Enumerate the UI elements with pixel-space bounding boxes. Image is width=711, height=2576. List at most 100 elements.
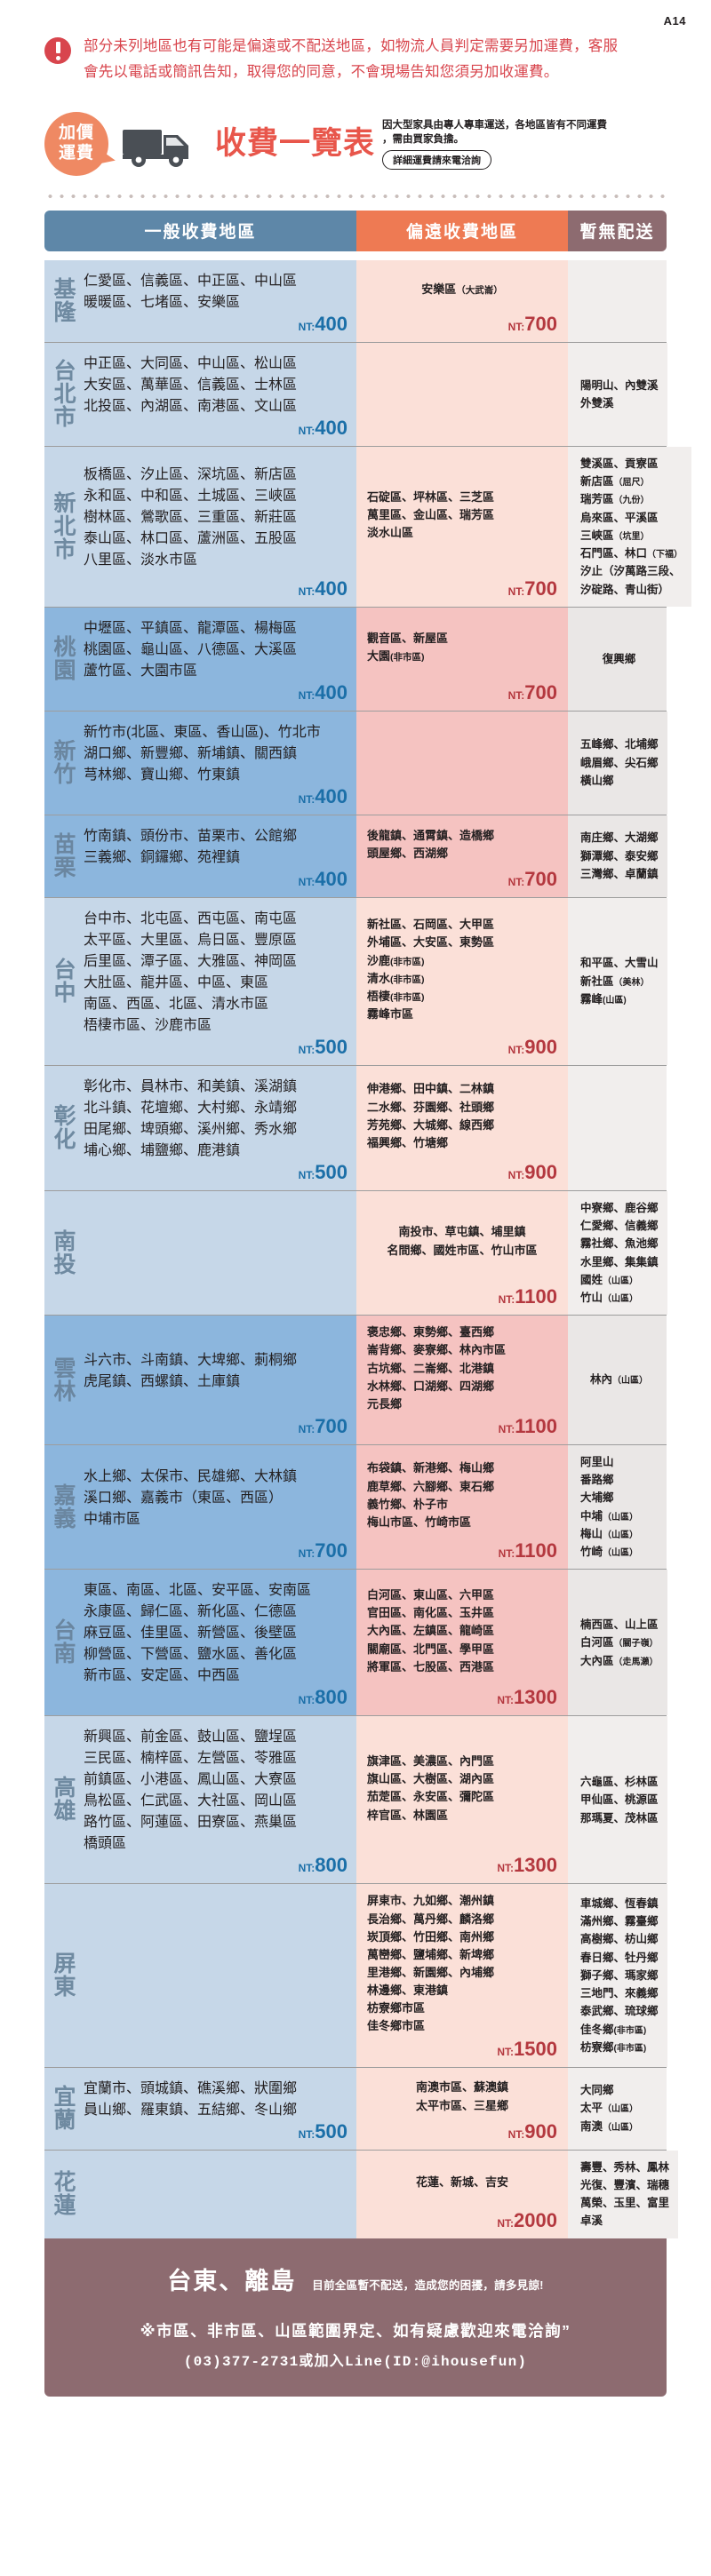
remote-area-list: 南澳市區、蘇澳鎮 太平市區、三星鄉 [367,2076,557,2119]
area-line: 中正區、大同區、中山區、松山區 [84,355,298,371]
table-row: 台中 台中市、北屯區、西屯區、南屯區 太平區、大里區、烏日區、豐原區 后里區、潭子區、… [44,897,667,1066]
area-line: 南區、西區、北區、清水市區 [84,996,269,1012]
cell-no-delivery: 楠西區、山上區 白河區（關子嶺） 大內區（走馬瀨） [568,1570,667,1716]
cell-normal-area: 台中 台中市、北屯區、西屯區、南屯區 太平區、大里區、烏日區、豐原區 后里區、潭子區、… [44,897,356,1065]
area-line: 水林鄉、口湖鄉、四湖鄉 [367,1379,495,1393]
area-line: 新竹市(北區、東區、香山區)、竹北市 [84,724,321,740]
inquiry-pill[interactable]: 詳細運費請來電洽詢 [382,149,492,170]
price: NT:700 [298,1539,348,1562]
remote-area-list: 布袋鎮、新港鄉、梅山鄉 鹿草鄉、六腳鄉、東石鄉 義竹鄉、朴子市 梅山市區、竹崎市區 [367,1453,557,1538]
cell-remote-area: 旗津區、美濃區、內門區 旗山區、大樹區、湖內區 茄萣區、永安區、彌陀區 梓官區、林園區… [356,1716,568,1884]
no-delivery-list: 和平區、大雪山 新社區（美林） 霧峰(山區) [580,906,659,1057]
table-row: 宜蘭 宜蘭市、頭城鎮、礁溪鄉、狀圍鄉 員山鄉、羅東鎮、五結鄉、冬山鄉 NT:500 南澳… [44,2067,667,2151]
footer-note-line-2[interactable]: (03)377-2731或加入Line(ID:@ihousefun) [183,2353,528,2370]
province-label: 基隆 [53,276,76,325]
cell-normal-area: 新北市 板橋區、汐止區、深坑區、新店區 永和區、中和區、土城區、三峽區 樹林區、鶯歌區… [44,446,356,607]
normal-area-list: 彰化市、員林市、和美鎮、溪湖鎮 北斗鎮、花壇鄉、大村鄉、永靖鄉 田尾鄉、埤頭鄉、溪州… [84,1074,348,1159]
area-line: 崁頂鄉、竹田鄉、南州鄉 [367,1929,495,1944]
normal-area-list: 新興區、前金區、鼓山區、鹽埕區 三民區、楠梓區、左營區、苓雅區 前鎮區、小港區、鳳山… [84,1724,348,1852]
area-line: 東區、南區、北區、安平區、安南區 [84,1583,312,1599]
table-row: 花蓮 花蓮、新城、吉安 NT:2000 壽豐、秀林、鳳林 光復、豐濱、瑞穗 萬榮、玉里、富… [44,2150,679,2238]
area-line: 台中市、北屯區、西屯區、南屯區 [84,910,298,926]
area-line: 古坑鄉、二崙鄉、北港鎮 [367,1361,495,1375]
price: NT:800 [298,1686,348,1709]
area-line: 車城鄉、恆春鎮 [580,1896,659,1910]
price: NT:1500 [497,2037,557,2060]
area-line: 橫山鄉 [580,774,614,787]
province-label: 屏東 [53,1952,76,2000]
area-line: 義竹鄉、朴子市 [367,1497,449,1511]
title-banner: 加價 運費 收費一覽表 因大型家具由專人專車運送，各地區皆有不同運費 ，需由買家… [44,108,667,179]
no-delivery-list: 楠西區、山上區 白河區（關子嶺） 大內區（走馬瀨） [580,1578,659,1707]
area-line: 安樂區（大武崙） [421,282,503,296]
page-number: A14 [663,14,686,28]
table-row: 彰化 彰化市、員林市、和美鎮、溪湖鎮 北斗鎮、花壇鄉、大村鄉、永靖鄉 田尾鄉、埤頭鄉、… [44,1065,667,1191]
cell-no-delivery: 林內（山區） [568,1316,667,1444]
area-line: 峨眉鄉、尖石鄉 [580,756,659,769]
area-line: 和平區、大雪山 [580,957,659,970]
area-line: 石碇區、坪林區、三芝區 [367,489,495,504]
remote-area-list: 石碇區、坪林區、三芝區 萬里區、金山區、瑞芳區 淡水山區 [367,455,557,576]
no-delivery-list: 車城鄉、恆春鎮 滿州鄉、霧臺鄉 高樹鄉、枋山鄉 春日鄉、牡丹鄉 獅子鄉、瑪家鄉 三地門、來… [580,1892,659,2058]
no-delivery-list: 五峰鄉、北埔鄉 峨眉鄉、尖石鄉 橫山鄉 [580,720,659,807]
notice-text: 部分未列地區也有可能是偏遠或不配送地區，如物流人員判定需要另加運費，客服 會先以… [84,34,618,85]
remote-area-list: 南投市、草屯鎮、埔里鎮 名間鄉、國姓市區、竹山市區 [367,1199,557,1284]
price: NT:500 [298,1035,348,1058]
area-line: 暖暖區、七堵區、安樂區 [84,294,241,310]
cell-no-delivery [568,259,667,342]
no-delivery-list: 壽豐、秀林、鳳林 光復、豐濱、瑞穗 萬榮、玉里、富里 卓溪 [580,2159,669,2230]
area-line: 中埔市區 [84,1511,141,1527]
price: NT:700 [298,1414,348,1437]
cell-no-delivery: 五峰鄉、北埔鄉 峨眉鄉、尖石鄉 橫山鄉 [568,711,667,815]
area-line: 中壢區、平鎮區、龍潭區、楊梅區 [84,620,298,636]
area-line: 崙背鄉、麥寮鄉、林內市區 [367,1343,507,1357]
price: NT:700 [507,680,557,704]
province-label: 嘉義 [53,1483,76,1531]
area-line: 板橋區、汐止區、深坑區、新店區 [84,466,298,482]
area-line: 滿州鄉、霧臺鄉 [580,1915,659,1928]
area-line: 白河區（關子嶺） [580,1636,659,1650]
area-line: 溪口鄉、嘉義市（東區、西區） [84,1490,284,1506]
area-line: 大內區、左鎮區、龍崎區 [367,1624,495,1638]
area-line: 光復、豐濱、瑞穗 [580,2178,670,2191]
price: NT:500 [298,2119,348,2143]
area-line: 南投市、草屯鎮、埔里鎮 [398,1225,526,1239]
area-line: 新興區、前金區、鼓山區、鹽埕區 [84,1729,298,1745]
area-line: 枋寮鄉市區 [367,2001,426,2015]
area-line: 蘆竹區、大園市區 [84,663,198,679]
area-line: 水里鄉、集集鎮 [580,1255,659,1268]
price: NT:800 [298,1854,348,1877]
province-label: 台南 [53,1618,76,1667]
area-line: 外埔區、大安區、東勢區 [367,935,495,950]
area-line: 五峰鄉、北埔鄉 [580,738,659,751]
area-line: 白河區、東山區、六甲區 [367,1588,495,1602]
area-line: 梧棲市區、沙鹿市區 [84,1017,212,1033]
price: NT:700 [507,576,557,600]
area-line: 鹿草鄉、六腳鄉、東石鄉 [367,1479,495,1493]
cell-normal-area: 高雄 新興區、前金區、鼓山區、鹽埕區 三民區、楠梓區、左營區、苓雅區 前鎮區、小港區、… [44,1716,356,1884]
area-line: 國姓（山區） [580,1273,639,1286]
cell-normal-area: 屏東 [44,1884,356,2067]
area-line: 虎尾鎮、西螺鎮、土庫鎮 [84,1373,241,1389]
province-label: 雲林 [53,1356,76,1404]
price: NT:900 [507,1035,557,1058]
remote-area-list: 伸港鄉、田中鎮、二林鎮 二水鄉、芬園鄉、社頭鄉 芳苑鄉、大城鄉、線西鄉 福興鄉、竹塘鄉 [367,1074,557,1159]
area-line: 萬巒鄉、鹽埔鄉、新埤鄉 [367,1947,495,1961]
area-line: 橋頭區 [84,1836,127,1852]
desc-line-1: 因大型家具由專人專車運送，各地區皆有不同運費 [382,119,608,131]
table-row: 台北市 中正區、大同區、中山區、松山區 大安區、萬華區、信義區、士林區 北投區、內湖區… [44,342,667,447]
table-row: 苗栗 竹南鎮、頭份市、苗栗市、公館鄉 三義鄉、銅鑼鄉、苑裡鎮 NT:400 後龍鎮、通霄… [44,815,667,898]
area-line: 太平區、大里區、烏日區、豐原區 [84,932,298,948]
cell-no-delivery: 六龜區、杉林區 甲仙區、桃源區 那瑪夏、茂林區 [568,1716,667,1884]
area-line: 鳥松區、仁武區、大社區、岡山區 [84,1793,298,1809]
area-line: 霧社鄉、魚池鄉 [580,1237,659,1251]
cell-remote-area: 安樂區（大武崙） NT:700 [356,259,568,342]
cell-no-delivery: 車城鄉、恆春鎮 滿州鄉、霧臺鄉 高樹鄉、枋山鄉 春日鄉、牡丹鄉 獅子鄉、瑪家鄉 三地門、來… [568,1884,667,2067]
cell-remote-area: 後龍鎮、通霄鎮、造橋鄉 頭屋鄉、西湖鄉 NT:700 [356,815,568,897]
area-line: 甲仙區、桃源區 [580,1793,659,1807]
cell-no-delivery: 復興鄉 [568,607,667,711]
table-row: 嘉義 水上鄉、太保市、民雄鄉、大林鎮 溪口鄉、嘉義市（東區、西區） 中埔市區 NT:70… [44,1444,667,1570]
remote-area-list: 觀音區、新屋區 大園(非市區) [367,616,557,680]
area-line: 林內（山區） [589,1373,648,1387]
price: NT:1100 [498,1285,557,1308]
